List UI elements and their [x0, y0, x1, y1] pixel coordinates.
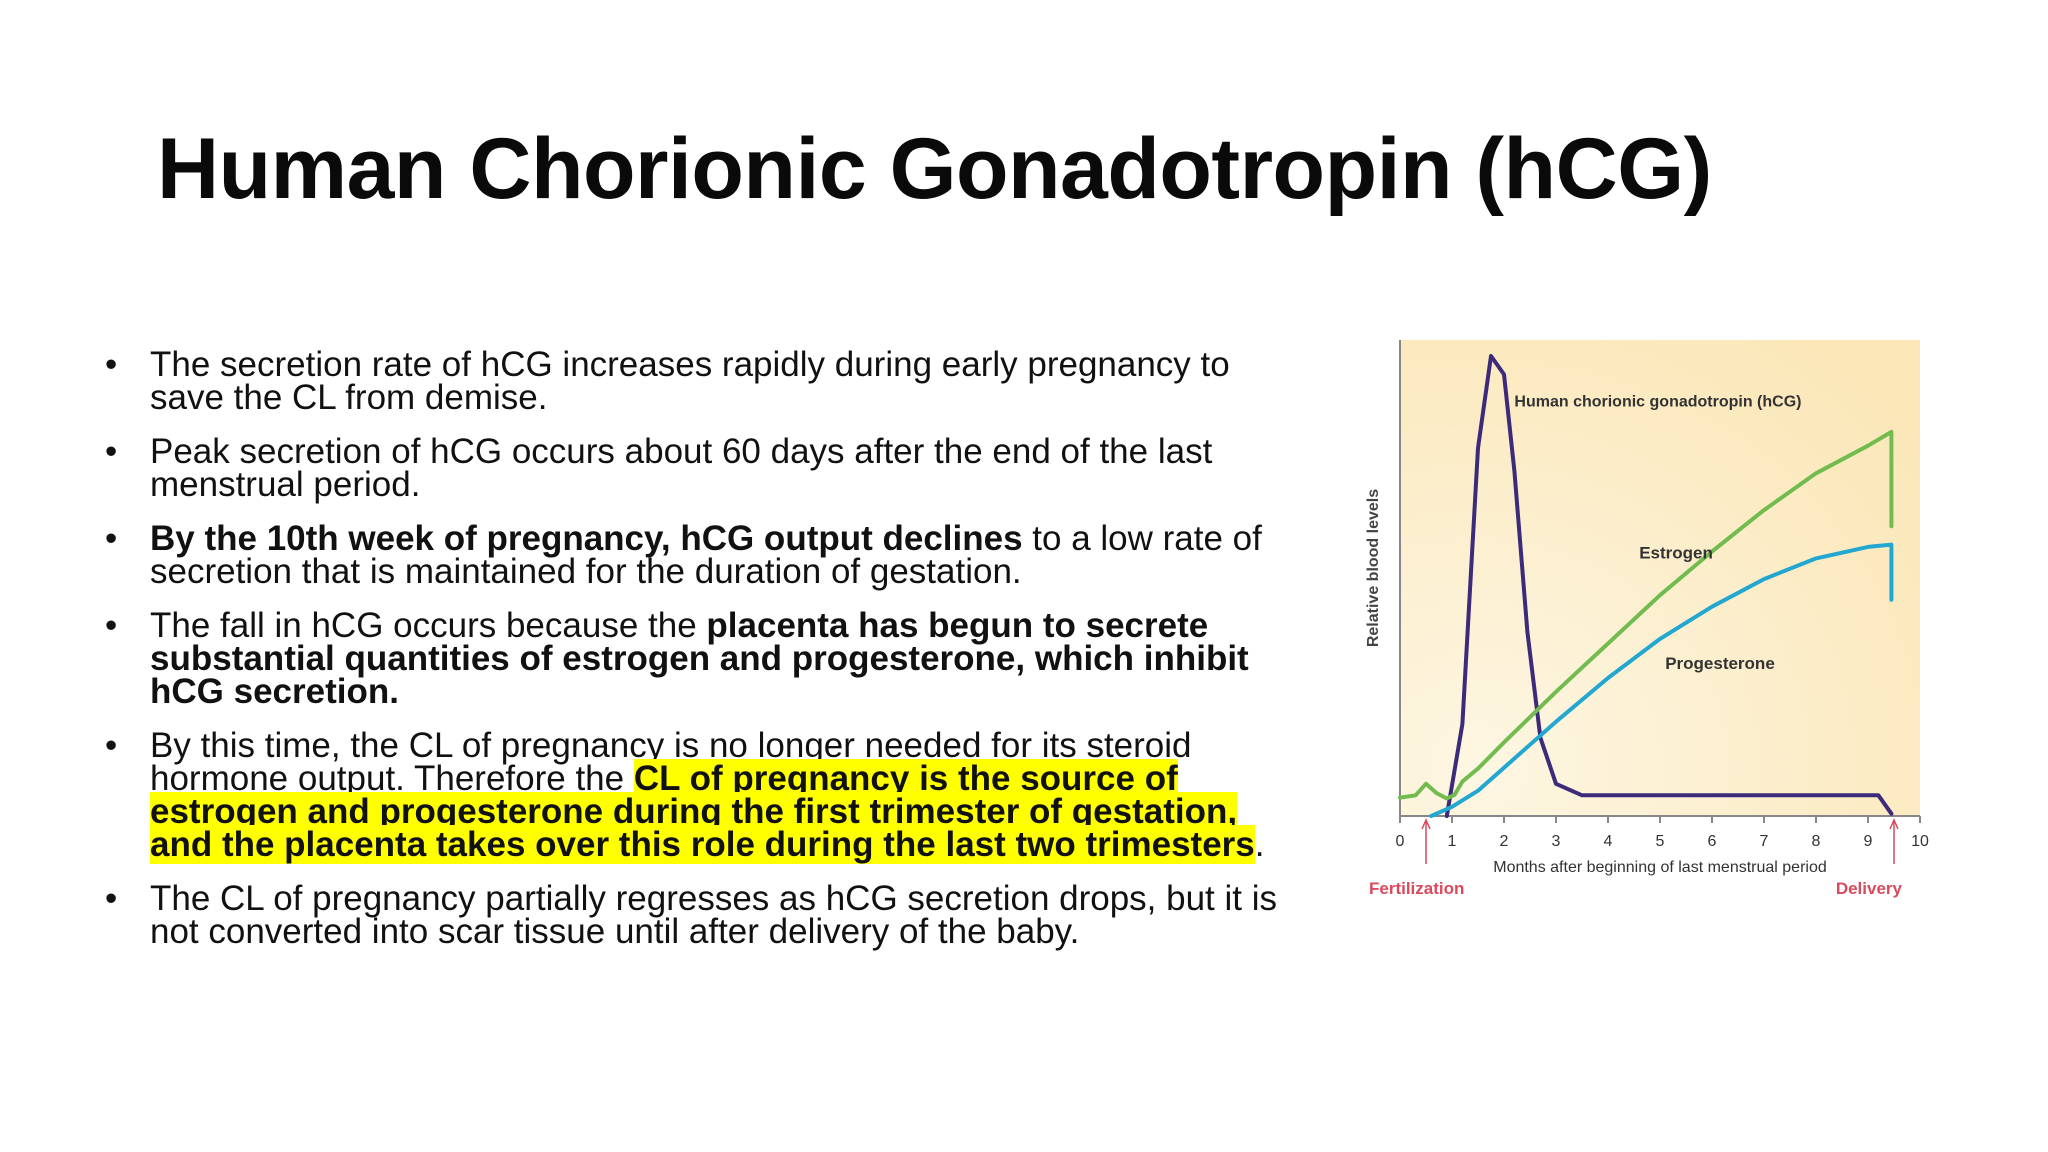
bullet-text: to a low rate of secretion that is maint…	[150, 519, 1262, 591]
delivery-arrow-icon	[1889, 818, 1899, 830]
bullet-list: • The secretion rate of hCG increases rap…	[105, 345, 1305, 969]
bullet-text: The fall in hCG occurs because the	[150, 606, 707, 645]
bullet-item: • The fall in hCG occurs because the plac…	[105, 606, 1305, 711]
bullet-dot: •	[105, 606, 118, 645]
bullet-dot: •	[105, 432, 118, 471]
hormone-chart: 0 1 2 3 4 5 6 7 8 9 10 Months after beginning of la…	[1356, 330, 1936, 910]
bullet-text: The CL of pregnancy partially regresses …	[150, 879, 1278, 951]
bullet-dot: •	[105, 345, 118, 384]
estrogen-label: Estrogen	[1639, 543, 1713, 562]
bold-text: By the 10th week of pregnancy, hCG outpu…	[150, 519, 1023, 558]
bullet-text: Peak secretion of hCG occurs about 60 da…	[150, 432, 1213, 504]
progesterone-line	[1429, 542, 1894, 818]
x-tick-label: 1	[1448, 833, 1457, 850]
x-tick-label: 4	[1604, 833, 1613, 850]
x-tick-label: 8	[1812, 833, 1821, 850]
x-tick-label: 7	[1760, 833, 1769, 850]
x-tick-label: 6	[1708, 833, 1717, 850]
x-tick-label: 2	[1500, 833, 1509, 850]
x-tick-label: 9	[1864, 833, 1873, 850]
fertilization-arrow-icon	[1421, 818, 1431, 830]
x-tick-label: 3	[1552, 833, 1561, 850]
bullet-text: By this time, the CL of pregnancy is no …	[150, 726, 1192, 798]
bullet-item: • The CL of pregnancy partially regresses…	[105, 879, 1305, 951]
bullet-dot: •	[105, 726, 118, 765]
fertilization-label: Fertilization	[1369, 879, 1464, 898]
bullet-item: • By the 10th week of pregnancy, hCG outp…	[105, 519, 1305, 591]
x-tick-label: 5	[1656, 833, 1665, 850]
bold-text: placenta has begun to secrete substantia…	[150, 606, 1249, 711]
progesterone-label: Progesterone	[1665, 654, 1775, 673]
bullet-item: • By this time, the CL of pregnancy is no…	[105, 726, 1305, 864]
y-axis-title: Relative blood levels	[1365, 489, 1382, 647]
bullet-item: • Peak secretion of hCG occurs about 60 d…	[105, 432, 1305, 504]
chart-plot-area	[1400, 340, 1920, 816]
bullet-text: .	[1254, 825, 1265, 864]
bullet-dot: •	[105, 879, 118, 918]
x-tick-label: 10	[1911, 833, 1929, 850]
bullet-dot: •	[105, 519, 118, 558]
hcg-label: Human chorionic gonadotropin (hCG)	[1514, 394, 1801, 411]
hcg-line	[1444, 354, 1894, 818]
x-tick-label: 0	[1396, 833, 1405, 850]
bullet-text: The secretion rate of hCG increases rapi…	[150, 345, 1230, 417]
estrogen-line	[1398, 429, 1894, 801]
delivery-label: Delivery	[1836, 879, 1903, 898]
hormone-chart-svg: 0 1 2 3 4 5 6 7 8 9 10 Months after beginning of la…	[1365, 340, 1929, 898]
slide-title: Human Chorionic Gonadotropin (hCG)	[157, 121, 1712, 217]
bullet-item: • The secretion rate of hCG increases rap…	[105, 345, 1305, 417]
x-axis-title: Months after beginning of last menstrual…	[1493, 859, 1827, 876]
